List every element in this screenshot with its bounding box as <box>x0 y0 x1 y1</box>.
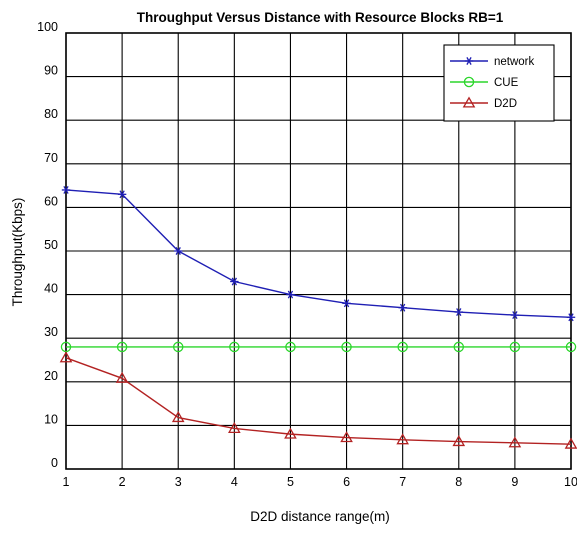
data-point-cue <box>172 341 184 353</box>
chart-title: Throughput Versus Distance with Resource… <box>137 10 504 25</box>
x-tick-label: 10 <box>564 475 577 489</box>
data-point-network <box>342 299 351 308</box>
legend-marker-cue <box>463 76 475 88</box>
data-point-network <box>61 185 71 194</box>
y-tick-label: 20 <box>44 369 58 383</box>
y-axis-label: Throughput(Kbps) <box>10 198 25 307</box>
data-point-d2d <box>171 411 185 423</box>
data-point-d2d <box>228 421 241 434</box>
data-point-network <box>230 277 239 286</box>
plot-frame <box>65 32 572 470</box>
y-tick-label: 80 <box>44 107 58 121</box>
x-tick-label: 2 <box>119 475 126 489</box>
data-point-network <box>174 247 183 255</box>
legend-label-d2d: D2D <box>494 98 517 110</box>
data-point-cue <box>229 341 240 353</box>
x-tick-label: 5 <box>287 475 294 489</box>
data-point-network <box>454 308 463 317</box>
data-point-network <box>566 313 576 322</box>
data-point-d2d <box>452 435 466 447</box>
series-network <box>61 185 576 322</box>
data-point-cue <box>116 341 128 353</box>
y-tick-label: 50 <box>44 238 58 252</box>
data-point-d2d <box>508 436 522 448</box>
data-point-cue <box>397 341 408 353</box>
data-point-cue <box>453 341 465 353</box>
y-tick-label: 30 <box>44 325 58 339</box>
legend-box <box>443 44 555 122</box>
data-point-cue <box>341 341 352 353</box>
legend-marker-network <box>464 57 474 65</box>
series-line-d2d <box>65 357 572 445</box>
legend-label-cue: CUE <box>494 77 519 89</box>
x-tick-label: 7 <box>399 475 406 489</box>
x-tick-label: 1 <box>63 475 70 489</box>
series-line-network <box>65 189 572 318</box>
x-tick-labels: 1 2 3 4 5 6 7 8 9 10 <box>63 475 577 489</box>
data-point-d2d <box>284 427 297 439</box>
data-point-network <box>286 290 295 299</box>
y-tick-label: 10 <box>44 412 58 426</box>
y-tick-label: 100 <box>37 20 58 34</box>
legend-label-network: network <box>494 56 535 68</box>
data-point-d2d <box>564 437 577 449</box>
series-cue <box>60 341 577 353</box>
x-tick-label: 9 <box>511 475 518 489</box>
legend-marker-d2d <box>462 96 476 108</box>
x-tick-label: 3 <box>175 475 182 489</box>
y-tick-label: 90 <box>44 64 58 78</box>
data-point-cue <box>285 341 296 353</box>
x-tick-label: 8 <box>455 475 462 489</box>
y-tick-label: 70 <box>44 151 58 165</box>
data-point-d2d <box>115 371 129 383</box>
y-tick-label: 0 <box>51 456 58 470</box>
series-layer <box>59 185 577 449</box>
data-point-network <box>117 190 127 199</box>
data-point-network <box>398 303 407 312</box>
data-point-d2d <box>396 433 409 445</box>
data-point-d2d <box>59 351 73 363</box>
y-tick-label: 60 <box>44 194 58 208</box>
y-tick-label: 40 <box>44 282 58 296</box>
data-point-cue <box>565 341 577 353</box>
data-point-d2d <box>340 431 353 443</box>
series-d2d <box>59 351 577 449</box>
legend: network CUE D2D <box>443 44 555 122</box>
data-point-cue <box>509 341 521 353</box>
x-tick-label: 4 <box>231 475 238 489</box>
data-point-network <box>510 311 520 320</box>
x-axis-label: D2D distance range(m) <box>250 509 390 524</box>
x-tick-label: 6 <box>343 475 350 489</box>
y-tick-labels: 0 10 20 30 40 50 60 70 80 90 100 <box>37 20 58 470</box>
